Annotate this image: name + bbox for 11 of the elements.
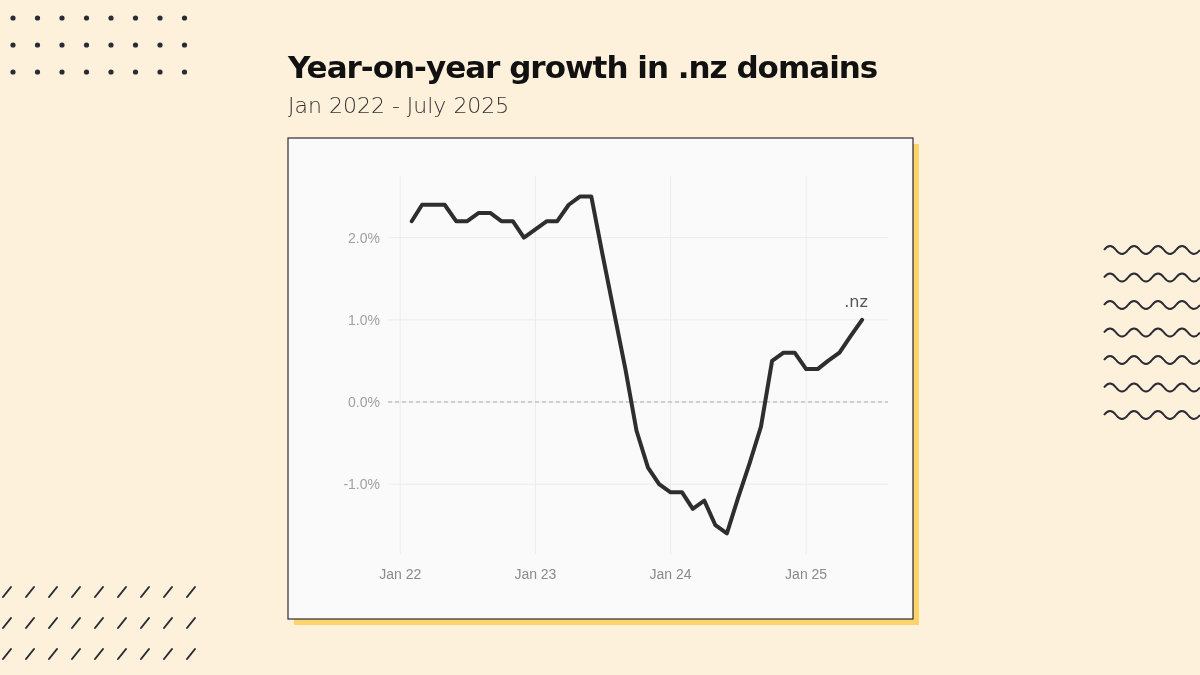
x-tick-label: Jan 24: [649, 566, 692, 582]
chart-title: Year-on-year growth in .nz domains: [287, 49, 878, 85]
chart-subtitle: Jan 2022 - July 2025: [288, 93, 510, 118]
y-tick-label: -1.0%: [343, 476, 380, 493]
x-tick-label: Jan 23: [514, 566, 557, 582]
x-tick-label: Jan 22: [379, 566, 422, 582]
y-tick-label: 2.0%: [348, 229, 380, 246]
series-label: .nz: [844, 291, 868, 311]
y-tick-label: 1.0%: [348, 311, 380, 328]
y-tick-label: 0.0%: [348, 393, 380, 410]
x-tick-label: Jan 25: [785, 566, 828, 582]
